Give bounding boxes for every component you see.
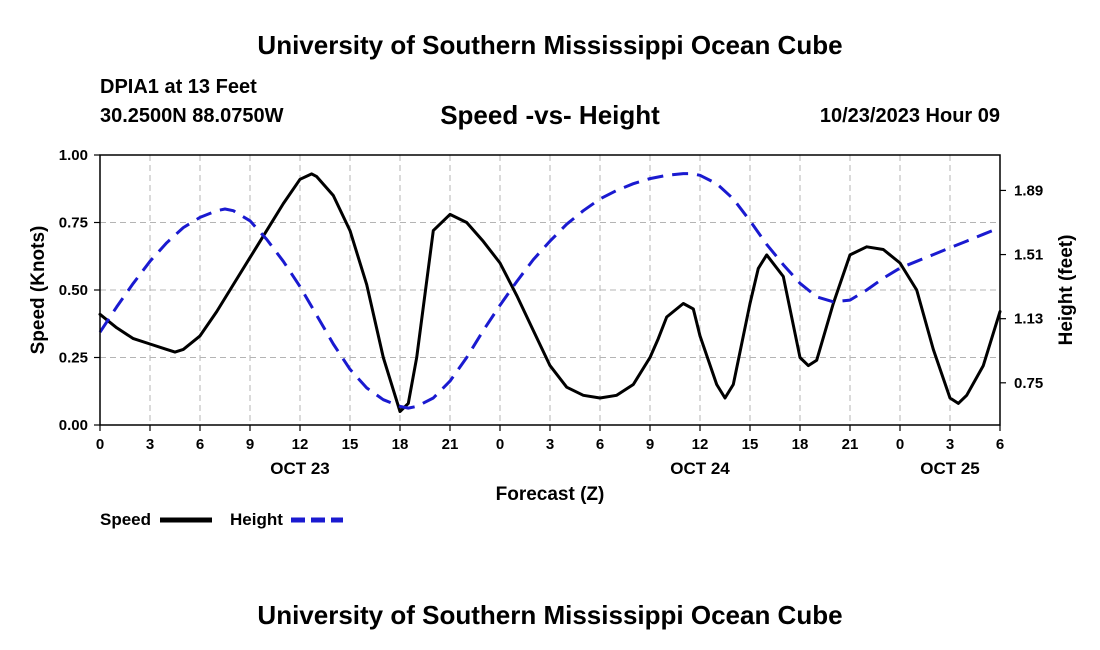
day-label: OCT 23	[270, 459, 330, 478]
x-tick-label: 3	[546, 436, 554, 453]
x-tick-label: 18	[392, 436, 409, 453]
y-tick-label: 1.00	[59, 147, 88, 164]
x-tick-label: 9	[646, 436, 654, 453]
main-title: University of Southern Mississippi Ocean…	[257, 30, 843, 60]
x-tick-label: 15	[742, 436, 759, 453]
axis-labels: 0 3 6 9 12 15 18 21 0 3 6 9 12 15 18 21 0 3 6 0.00 0.25 0.50 0…	[28, 147, 1077, 505]
x-tick-label: 18	[792, 436, 809, 453]
x-tick-label: 0	[896, 436, 904, 453]
day-label: OCT 25	[920, 459, 980, 478]
y2-axis-title: Height (feet)	[1056, 235, 1077, 346]
x-tick-label: 12	[692, 436, 709, 453]
x-tick-label: 6	[596, 436, 604, 453]
series-line-speed	[98, 172, 1002, 413]
station-label: DPIA1 at 13 Feet	[100, 76, 257, 98]
y-tick-label: 0.00	[59, 417, 88, 434]
series-layer	[98, 172, 1002, 413]
x-tick-label: 6	[996, 436, 1004, 453]
x-tick-label: 3	[146, 436, 154, 453]
legend-label-height: Height	[230, 510, 283, 529]
day-label: OCT 24	[670, 459, 730, 478]
station-coordinates: 30.2500N 88.0750W	[100, 105, 284, 127]
y-tick-label: 0.50	[59, 282, 88, 299]
x-tick-label: 0	[496, 436, 504, 453]
x-tick-label: 15	[342, 436, 359, 453]
x-tick-label: 9	[246, 436, 254, 453]
y-axis-title: Speed (Knots)	[28, 226, 49, 355]
x-tick-label: 3	[946, 436, 954, 453]
x-tick-label: 0	[96, 436, 104, 453]
x-tick-label: 6	[196, 436, 204, 453]
y2-tick-label: 1.51	[1014, 247, 1043, 264]
x-axis-title: Forecast (Z)	[496, 484, 605, 505]
chart-title: Speed -vs- Height	[440, 100, 660, 130]
x-tick-label: 12	[292, 436, 309, 453]
y2-tick-label: 0.75	[1014, 375, 1043, 392]
y2-tick-label: 1.89	[1014, 182, 1043, 199]
legend-label-speed: Speed	[100, 510, 151, 529]
ticks	[94, 154, 1006, 431]
x-tick-label: 21	[442, 436, 459, 453]
y-tick-label: 0.75	[59, 215, 88, 232]
footer-title: University of Southern Mississippi Ocean…	[257, 600, 843, 630]
y2-tick-label: 1.13	[1014, 311, 1043, 328]
y-tick-label: 0.25	[59, 350, 88, 367]
legend: Speed Height	[100, 510, 343, 529]
x-tick-label: 21	[842, 436, 859, 453]
forecast-datetime: 10/23/2023 Hour 09	[819, 105, 1000, 127]
